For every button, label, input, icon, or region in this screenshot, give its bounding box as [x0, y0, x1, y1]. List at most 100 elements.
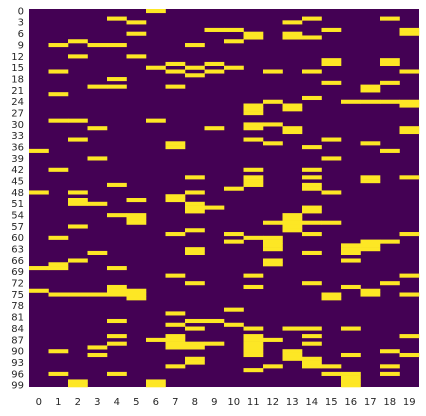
plot-area	[29, 9, 420, 388]
heatmap-cell	[263, 239, 283, 244]
y-tick-label: 24	[11, 97, 24, 108]
heatmap-cell	[302, 341, 322, 346]
heatmap-cell	[165, 194, 186, 199]
heatmap-cell	[360, 247, 381, 252]
heatmap-cell	[48, 92, 69, 97]
y-tick-label: 78	[11, 301, 24, 312]
heatmap-cell	[29, 288, 49, 293]
heatmap-cell	[224, 186, 244, 191]
heatmap-cell	[399, 352, 420, 358]
x-tick-label: 2	[75, 397, 81, 408]
heatmap-cell	[243, 182, 264, 187]
y-tick-label: 12	[11, 52, 24, 63]
heatmap-cell	[321, 296, 342, 301]
heatmap-cell	[165, 232, 186, 237]
heatmap-cell	[263, 141, 283, 146]
heatmap-cell	[68, 258, 88, 263]
heatmap-cell	[302, 334, 322, 339]
y-tick-label: 57	[11, 222, 24, 233]
y-tick-label: 21	[11, 86, 24, 97]
heatmap-cell	[263, 235, 283, 240]
x-tick-label: 1	[55, 397, 61, 408]
heatmap-cell	[263, 122, 283, 127]
heatmap-cell	[185, 360, 205, 365]
y-tick-label: 30	[11, 120, 24, 131]
x-tick-label: 12	[266, 397, 279, 408]
heatmap-cell	[204, 318, 225, 324]
heatmap-cell	[263, 258, 283, 263]
x-tick-label: 17	[364, 397, 377, 408]
heatmap-cell	[185, 65, 205, 70]
y-tick-label: 75	[11, 290, 24, 301]
heatmap-cell	[243, 284, 264, 290]
heatmap-cell	[87, 201, 108, 206]
y-tick-label: 81	[11, 313, 24, 324]
heatmap-cell	[48, 371, 69, 376]
heatmap-cell	[185, 175, 205, 180]
x-tick-label: 6	[153, 397, 159, 408]
heatmap-cell	[302, 145, 322, 150]
y-tick-label: 36	[11, 142, 24, 153]
x-axis: 0 1 2 3 4 5 6 7 8 9 10 11 12 13 14 15 16 17 18 19	[36, 397, 416, 408]
heatmap-cell	[243, 337, 264, 342]
heatmap-cell	[204, 205, 225, 210]
heatmap-cell	[302, 220, 322, 225]
heatmap-cell	[126, 288, 147, 293]
heatmap-cell	[224, 65, 244, 70]
heatmap-cell	[68, 137, 88, 142]
y-tick-label: 96	[11, 369, 24, 380]
y-tick-label: 45	[11, 176, 24, 187]
y-tick-label: 66	[11, 256, 24, 267]
heatmap-cell	[48, 167, 69, 172]
y-tick-label: 18	[11, 74, 24, 85]
heatmap-cell	[165, 322, 186, 327]
heatmap-cell	[224, 232, 244, 237]
heatmap-cell	[399, 31, 420, 36]
heatmap-cell	[87, 292, 108, 297]
heatmap-cell	[321, 61, 342, 66]
x-tick-label: 9	[211, 397, 217, 408]
heatmap-cell	[165, 341, 186, 346]
heatmap-cell	[341, 379, 361, 384]
heatmap-cell	[360, 239, 381, 244]
heatmap-cell	[341, 352, 361, 358]
heatmap-cell	[126, 31, 147, 36]
heatmap-cell	[302, 16, 322, 21]
y-tick-label: 99	[11, 381, 24, 392]
y-tick-label: 90	[11, 347, 24, 358]
heatmap-cell	[321, 156, 342, 161]
heatmap-cell	[48, 266, 69, 271]
x-tick-label: 11	[247, 397, 260, 408]
y-tick-label: 48	[11, 188, 24, 199]
heatmap-cell	[243, 273, 264, 278]
heatmap-cell	[360, 99, 381, 104]
heatmap-cell	[302, 35, 322, 40]
heatmap-cell	[48, 69, 69, 74]
y-tick-label: 0	[18, 6, 24, 17]
heatmap-cell	[243, 345, 264, 350]
heatmap-cell	[107, 292, 127, 297]
heatmap-cell	[204, 126, 225, 131]
x-tick-label: 4	[114, 397, 120, 408]
heatmap-cell	[341, 99, 361, 104]
heatmap-cell	[48, 235, 69, 240]
heatmap-cell	[321, 292, 342, 297]
heatmap-cell	[68, 379, 88, 384]
heatmap-cell	[321, 220, 342, 225]
heatmap-cell	[282, 216, 303, 221]
heatmap-cell	[282, 326, 303, 331]
heatmap-cell	[243, 122, 264, 127]
heatmap-cell	[107, 318, 127, 324]
y-tick-label: 72	[11, 279, 24, 290]
y-tick-label: 42	[11, 165, 24, 176]
heatmap-cell	[68, 292, 88, 297]
heatmap-cell	[380, 61, 400, 66]
heatmap-cell	[107, 288, 127, 293]
heatmap-cell	[126, 198, 147, 203]
heatmap-cell	[243, 334, 264, 339]
heatmap-cell	[360, 179, 381, 184]
heatmap-cell	[107, 266, 127, 271]
heatmap-cell	[341, 247, 361, 252]
x-tick-label: 16	[344, 397, 357, 408]
